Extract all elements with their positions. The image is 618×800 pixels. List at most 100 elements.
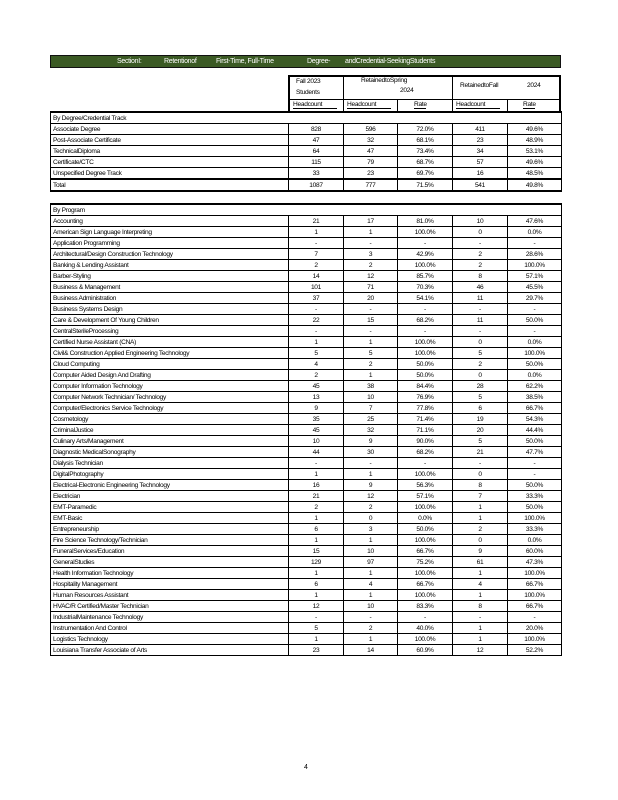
table-row: Certified Nurse Assistant (CNA) 1 1 100.0% 0… bbox=[50, 336, 562, 348]
table-row: Business Systems Design - - - - - bbox=[50, 303, 562, 315]
row-label: Fire Science Technology/Technician bbox=[50, 534, 289, 546]
header-fall: RetainedtoFall bbox=[460, 82, 499, 89]
row-label: Entrepreneurship bbox=[50, 523, 289, 535]
header-headcount: Headcount bbox=[347, 101, 391, 109]
total-value: 777 bbox=[343, 178, 398, 192]
table-row: FuneralServices/Education 15 10 66.7% 9 60.0% bbox=[50, 545, 562, 557]
cell-value: 411 bbox=[452, 123, 508, 135]
cell-value: - bbox=[343, 325, 398, 337]
cell-value: 50.0% bbox=[507, 435, 562, 447]
cell-value: 100.0% bbox=[397, 336, 453, 348]
cell-value: 2 bbox=[343, 501, 398, 513]
cell-value: 17 bbox=[343, 215, 398, 227]
cell-value: 596 bbox=[343, 123, 398, 135]
table-row: Business & Management 101 71 70.3% 46 45.5% bbox=[50, 281, 562, 293]
row-label: Electrician bbox=[50, 490, 289, 502]
row-label: Logistics Technology bbox=[50, 633, 289, 645]
cell-value: 71.1% bbox=[397, 424, 453, 436]
cell-value: 44.4% bbox=[507, 424, 562, 436]
cell-value: 100.0% bbox=[397, 589, 453, 601]
table-row: Barber-Styling 14 12 85.7% 8 57.1% bbox=[50, 270, 562, 282]
row-label: Business Systems Design bbox=[50, 303, 289, 315]
table-row: Instrumentation And Control 5 2 40.0% 1 20.0% bbox=[50, 622, 562, 634]
row-label: Diagnostic MedicalSonography bbox=[50, 446, 289, 458]
cell-value: 2 bbox=[452, 358, 508, 370]
banner-text: SectionI: bbox=[117, 58, 142, 65]
page-number: 4 bbox=[304, 764, 308, 771]
cell-value: 52.2% bbox=[507, 644, 562, 656]
cell-value: 0 bbox=[452, 369, 508, 381]
table-row: Banking & Lending Assistant 2 2 100.0% 2 100.… bbox=[50, 259, 562, 271]
cell-value: 9 bbox=[452, 545, 508, 557]
cell-value: 10 bbox=[343, 600, 398, 612]
row-label: CriminalJustice bbox=[50, 424, 289, 436]
cell-value: 23 bbox=[343, 167, 398, 180]
cell-value: 97 bbox=[343, 556, 398, 568]
cell-value: 1 bbox=[343, 633, 398, 645]
table-row: American Sign Language Interpreting 1 1 100… bbox=[50, 226, 562, 238]
cell-value: 85.7% bbox=[397, 270, 453, 282]
cell-value: 5 bbox=[343, 347, 398, 359]
banner-text: andCredential-SeekingStudents bbox=[345, 58, 436, 65]
cell-value: 37 bbox=[288, 292, 344, 304]
cell-value: 0.0% bbox=[507, 369, 562, 381]
cell-value: 828 bbox=[288, 123, 344, 135]
cell-value: 3 bbox=[343, 248, 398, 260]
cell-value: 115 bbox=[288, 156, 344, 168]
cell-value: 47 bbox=[288, 134, 344, 146]
table-row: Human Resources Assistant 1 1 100.0% 1 100.0% bbox=[50, 589, 562, 601]
row-label: FuneralServices/Education bbox=[50, 545, 289, 557]
cell-value: 100.0% bbox=[397, 501, 453, 513]
cell-value: 11 bbox=[452, 292, 508, 304]
cell-value: 0 bbox=[343, 512, 398, 524]
table-row: Cosmetology 35 25 71.4% 19 54.3% bbox=[50, 413, 562, 425]
cell-value: 33.3% bbox=[507, 523, 562, 535]
row-label: CentralSterileProcessing bbox=[50, 325, 289, 337]
cell-value: 33 bbox=[288, 167, 344, 180]
cell-value: 6 bbox=[452, 402, 508, 414]
cell-value: 1 bbox=[452, 622, 508, 634]
table-row: Architectural/Design Construction Techno… bbox=[50, 248, 562, 260]
cell-value: 66.7% bbox=[397, 578, 453, 590]
cell-value: 4 bbox=[288, 358, 344, 370]
total-value: 541 bbox=[452, 178, 508, 192]
cell-value: 28 bbox=[452, 380, 508, 392]
cell-value: 1 bbox=[343, 369, 398, 381]
section-banner: SectionI: Retentionof First-Time, Full-T… bbox=[50, 55, 561, 68]
cell-value: 70.3% bbox=[397, 281, 453, 293]
cell-value: 100.0% bbox=[507, 567, 562, 579]
cell-value: 4 bbox=[452, 578, 508, 590]
row-label: Business & Management bbox=[50, 281, 289, 293]
cell-value: - bbox=[397, 325, 453, 337]
cell-value: 9 bbox=[343, 435, 398, 447]
cell-value: - bbox=[452, 237, 508, 249]
cell-value: 45.5% bbox=[507, 281, 562, 293]
cell-value: 47.6% bbox=[507, 215, 562, 227]
cell-value: 2 bbox=[288, 369, 344, 381]
cell-value: 2 bbox=[343, 622, 398, 634]
cell-value: 50.0% bbox=[507, 479, 562, 491]
cell-value: 0 bbox=[452, 534, 508, 546]
cell-value: 0.0% bbox=[397, 512, 453, 524]
cell-value: 2 bbox=[343, 259, 398, 271]
cell-value: - bbox=[343, 237, 398, 249]
cell-value: 62.2% bbox=[507, 380, 562, 392]
row-label: Application Programming bbox=[50, 237, 289, 249]
cell-value: 1 bbox=[288, 633, 344, 645]
cell-value: 32 bbox=[343, 134, 398, 146]
cell-value: 48.5% bbox=[507, 167, 562, 180]
cell-value: 1 bbox=[288, 512, 344, 524]
table-row: Care & Development Of Young Children 22 15… bbox=[50, 314, 562, 326]
row-label: IndustrialMaintenance Technology bbox=[50, 611, 289, 623]
cell-value: 100.0% bbox=[507, 347, 562, 359]
cell-value: 20 bbox=[452, 424, 508, 436]
cell-value: 1 bbox=[288, 468, 344, 480]
degree-track-table: By Degree/Credential Track Associate Degr… bbox=[50, 111, 562, 192]
cell-value: 71.4% bbox=[397, 413, 453, 425]
cell-value: 16 bbox=[288, 479, 344, 491]
cell-value: 9 bbox=[288, 402, 344, 414]
cell-value: 100.0% bbox=[507, 259, 562, 271]
cell-value: 2 bbox=[288, 501, 344, 513]
cell-value: 20.0% bbox=[507, 622, 562, 634]
row-label: Culinary Arts/Management bbox=[50, 435, 289, 447]
